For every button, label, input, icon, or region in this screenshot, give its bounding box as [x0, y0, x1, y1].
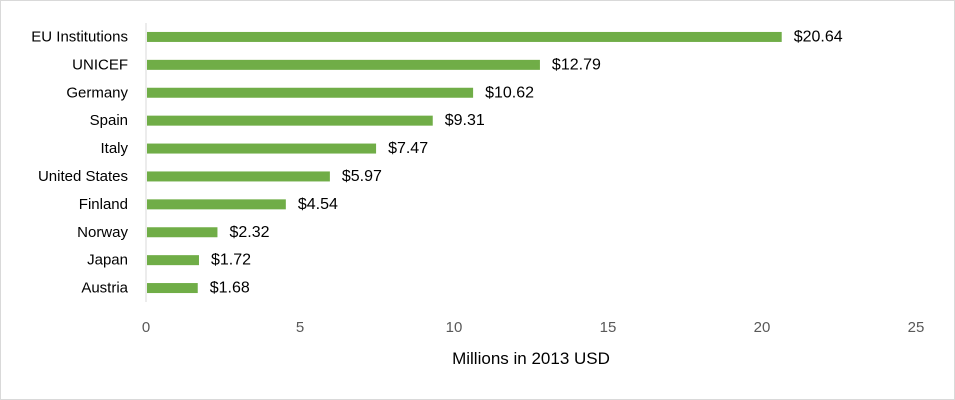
- bar-austria: [147, 283, 198, 294]
- value-label-japan: $1.72: [211, 252, 251, 269]
- category-label-unicef: UNICEF: [72, 56, 128, 73]
- x-tick-label-0: 0: [142, 319, 150, 336]
- value-label-unicef: $12.79: [552, 56, 601, 73]
- category-label-spain: Spain: [90, 112, 128, 129]
- x-tick-label-10: 10: [446, 319, 463, 336]
- x-tick-label-5: 5: [296, 319, 304, 336]
- category-label-italy: Italy: [100, 140, 128, 157]
- x-tick-label-25: 25: [908, 319, 925, 336]
- category-label-finland: Finland: [79, 196, 128, 213]
- value-label-united-states: $5.97: [342, 168, 382, 185]
- category-label-germany: Germany: [66, 84, 128, 101]
- bar-eu-institutions: [147, 31, 782, 42]
- category-labels: EU Institutions UNICEF Germany Spain Italy Un…: [31, 28, 128, 296]
- bar-spain: [147, 115, 433, 126]
- x-axis-ticks: 0 5 10 15 20 25: [142, 319, 925, 336]
- bar-finland: [147, 199, 286, 210]
- value-label-norway: $2.32: [229, 224, 269, 241]
- category-label-norway: Norway: [77, 224, 128, 241]
- x-tick-label-20: 20: [754, 319, 771, 336]
- value-label-italy: $7.47: [388, 140, 428, 157]
- value-label-austria: $1.68: [210, 280, 250, 297]
- bars-layer: [147, 31, 782, 294]
- bar-germany: [147, 87, 474, 98]
- value-label-finland: $4.54: [298, 196, 338, 213]
- bar-unicef: [147, 59, 540, 70]
- value-label-spain: $9.31: [445, 112, 485, 129]
- bar-united-states: [147, 171, 330, 182]
- x-axis-title: Millions in 2013 USD: [452, 349, 610, 368]
- bar-japan: [147, 255, 199, 266]
- category-label-japan: Japan: [87, 252, 128, 269]
- category-label-united-states: United States: [38, 168, 128, 185]
- x-tick-label-15: 15: [600, 319, 617, 336]
- category-label-austria: Austria: [81, 280, 128, 297]
- bar-norway: [147, 227, 218, 238]
- value-label-eu-institutions: $20.64: [794, 28, 843, 45]
- value-label-germany: $10.62: [485, 84, 534, 101]
- bar-italy: [147, 143, 377, 154]
- category-label-eu-institutions: EU Institutions: [31, 28, 128, 45]
- value-labels: $20.64 $12.79 $10.62$9.31 $7.47 $5.97$4.54 $2…: [210, 28, 843, 296]
